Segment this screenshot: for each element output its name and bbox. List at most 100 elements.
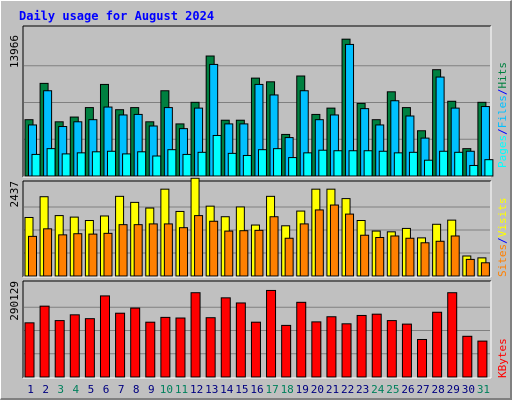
sites-bar-day-24 bbox=[375, 236, 385, 277]
legend-entry-files: Files bbox=[496, 95, 509, 128]
chart-title: Daily usage for August 2024 bbox=[19, 9, 214, 23]
sites-bar-day-9 bbox=[148, 223, 158, 277]
sites-bar-day-28 bbox=[435, 240, 445, 277]
panel-hits-files-pages: 13966 Pages/Files/Hits bbox=[8, 25, 509, 178]
kbytes-bar-day-2 bbox=[39, 305, 50, 378]
sites-bar-day-18 bbox=[284, 237, 294, 277]
x-tick-label-9: 9 bbox=[148, 383, 155, 396]
pages-bar-day-4 bbox=[76, 152, 86, 177]
sites-bar-day-13 bbox=[209, 220, 219, 277]
x-tick-label-10: 10 bbox=[160, 383, 173, 396]
x-tick-label-17: 17 bbox=[265, 383, 278, 396]
x-tick-label-25: 25 bbox=[386, 383, 399, 396]
pages-bar-day-10 bbox=[167, 149, 177, 177]
sites-bar-day-7 bbox=[118, 224, 128, 277]
kbytes-bar-day-3 bbox=[54, 320, 65, 378]
pages-bar-day-12 bbox=[197, 151, 207, 177]
sites-bar-day-22 bbox=[345, 213, 355, 277]
y-max-label: 13966 bbox=[8, 35, 21, 68]
y-max-label: 2437 bbox=[8, 181, 21, 208]
pages-bar-day-26 bbox=[408, 151, 418, 177]
kbytes-bar-day-22 bbox=[341, 323, 352, 378]
pages-bar-day-15 bbox=[242, 154, 252, 177]
pages-bar-day-21 bbox=[333, 150, 343, 177]
kbytes-bar-day-10 bbox=[160, 316, 171, 378]
sites-bar-day-11 bbox=[178, 227, 188, 277]
sites-bar-day-16 bbox=[254, 229, 264, 277]
x-tick-label-20: 20 bbox=[311, 383, 324, 396]
kbytes-bar-day-20 bbox=[311, 321, 322, 378]
x-tick-label-13: 13 bbox=[205, 383, 218, 396]
legend-entry-visits: Visits bbox=[496, 198, 509, 238]
sites-bar-day-2 bbox=[43, 228, 53, 277]
x-tick-label-19: 19 bbox=[296, 383, 309, 396]
kbytes-bar-day-27 bbox=[417, 338, 428, 378]
x-tick-label-23: 23 bbox=[356, 383, 369, 396]
pages-bar-day-25 bbox=[393, 152, 403, 177]
x-tick-label-31: 31 bbox=[477, 383, 490, 396]
kbytes-bar-day-13 bbox=[205, 317, 216, 378]
pages-bar-day-9 bbox=[152, 155, 162, 177]
kbytes-bar-day-14 bbox=[220, 297, 231, 378]
kbytes-bar-day-25 bbox=[386, 320, 397, 378]
sites-bar-day-8 bbox=[133, 224, 143, 277]
pages-bar-day-22 bbox=[348, 150, 358, 177]
sites-bar-day-14 bbox=[224, 230, 234, 277]
x-tick-label-28: 28 bbox=[432, 383, 445, 396]
sites-bar-day-21 bbox=[329, 204, 339, 277]
pages-bar-day-17 bbox=[273, 148, 283, 177]
kbytes-bar-day-12 bbox=[190, 292, 201, 378]
sites-bar-day-23 bbox=[360, 234, 370, 277]
x-tick-label-22: 22 bbox=[341, 383, 354, 396]
kbytes-bar-day-24 bbox=[371, 313, 382, 378]
sites-bar-day-3 bbox=[58, 234, 68, 277]
kbytes-bar-day-31 bbox=[477, 340, 488, 378]
sites-bar-day-4 bbox=[73, 233, 83, 277]
kbytes-bar-day-6 bbox=[99, 295, 110, 378]
x-tick-label-14: 14 bbox=[220, 383, 234, 396]
pages-bar-day-24 bbox=[378, 150, 388, 177]
x-tick-label-2: 2 bbox=[42, 383, 49, 396]
kbytes-bar-day-28 bbox=[432, 311, 443, 378]
sites-bar-day-6 bbox=[103, 232, 113, 277]
legend-hits-files-pages: Pages/Files/Hits bbox=[496, 62, 509, 168]
x-tick-label-1: 1 bbox=[27, 383, 34, 396]
sites-bar-day-5 bbox=[88, 233, 98, 277]
x-tick-label-29: 29 bbox=[447, 383, 460, 396]
legend-entry-kbytes: KBytes bbox=[496, 338, 509, 378]
pages-bar-day-23 bbox=[363, 150, 373, 177]
sites-bar-day-26 bbox=[405, 237, 415, 277]
pages-bar-day-1 bbox=[31, 153, 41, 177]
panel-visits-sites: 2437 Sites/Visits bbox=[8, 177, 509, 278]
pages-bar-day-29 bbox=[454, 151, 464, 177]
x-tick-label-7: 7 bbox=[118, 383, 125, 396]
pages-bar-day-28 bbox=[439, 150, 449, 177]
kbytes-bar-day-8 bbox=[130, 307, 141, 378]
pages-bar-day-11 bbox=[182, 153, 192, 177]
kbytes-bar-day-15 bbox=[235, 302, 246, 378]
kbytes-bar-day-18 bbox=[281, 324, 292, 378]
kbytes-bar-day-23 bbox=[356, 314, 367, 378]
pages-bar-day-27 bbox=[424, 159, 434, 177]
pages-bar-day-6 bbox=[106, 150, 116, 177]
kbytes-bar-day-19 bbox=[296, 301, 307, 378]
sites-bar-day-12 bbox=[194, 215, 204, 277]
sites-bar-day-15 bbox=[239, 230, 249, 277]
pages-bar-day-31 bbox=[484, 159, 494, 177]
pages-bar-day-14 bbox=[227, 152, 237, 177]
sites-bar-day-20 bbox=[314, 209, 324, 277]
legend-visits-sites: Sites/Visits bbox=[496, 198, 509, 278]
sites-bar-day-17 bbox=[269, 216, 279, 277]
x-tick-label-8: 8 bbox=[133, 383, 140, 396]
kbytes-bar-day-9 bbox=[145, 321, 156, 378]
x-axis-labels: 1 2 3 4 5 6 7 8 9 10 11 12 13 14 15 16 17 18 19 20 21 22 23 24 2… bbox=[27, 383, 490, 396]
y-max-label: 290129 bbox=[8, 281, 21, 321]
x-tick-label-30: 30 bbox=[462, 383, 475, 396]
x-tick-label-3: 3 bbox=[57, 383, 64, 396]
x-tick-label-6: 6 bbox=[103, 383, 110, 396]
kbytes-bar-day-30 bbox=[462, 335, 473, 378]
legend-kbytes: KBytes bbox=[496, 338, 509, 378]
legend-entry-pages: Pages bbox=[496, 135, 509, 168]
pages-bar-day-18 bbox=[288, 157, 298, 177]
x-tick-label-18: 18 bbox=[281, 383, 294, 396]
